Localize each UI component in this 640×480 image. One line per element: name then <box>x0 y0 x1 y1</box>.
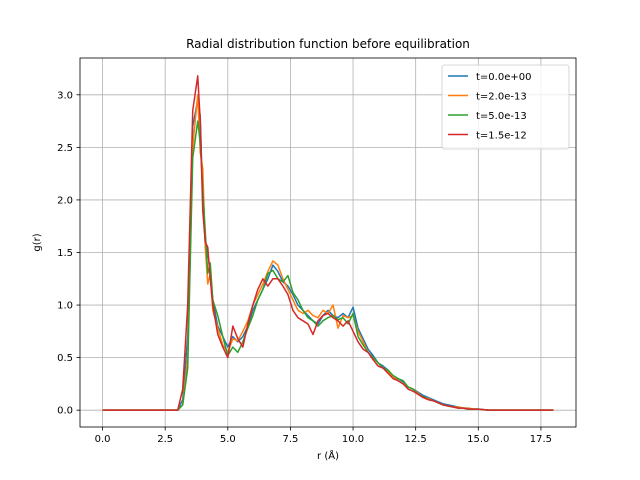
x-tick-label: 10.0 <box>342 434 364 445</box>
legend: t=0.0e+00 t=2.0e-13 t=5.0e-13 t=1.5e-12 <box>441 64 570 150</box>
y-tick-label: 1.5 <box>57 248 73 259</box>
chart-title: Radial distribution function before equi… <box>186 37 470 51</box>
x-axis-label: r (Å) <box>317 449 339 462</box>
y-tick-label: 2.0 <box>57 195 73 206</box>
series-layer <box>102 75 554 411</box>
plot-frame <box>79 57 577 428</box>
y-tick-label: 3.0 <box>57 90 73 101</box>
legend-entry: t=1.5e-12 <box>476 131 527 142</box>
y-tick-label: 1.0 <box>57 301 73 312</box>
y-tick-label: 0.0 <box>57 406 73 417</box>
legend-entry: t=0.0e+00 <box>476 72 531 83</box>
y-tick-label: 2.5 <box>57 143 73 154</box>
legend-box <box>441 64 570 150</box>
x-tick-label: 15.0 <box>467 434 489 445</box>
x-tick-label: 12.5 <box>405 434 427 445</box>
legend-entry: t=2.0e-13 <box>476 92 527 103</box>
x-tick-label: 7.5 <box>282 434 298 445</box>
y-axis-ticks: 0.0 0.5 1.0 1.5 2.0 2.5 3.0 <box>57 90 80 417</box>
y-tick-label: 0.5 <box>57 353 73 364</box>
x-tick-label: 0.0 <box>95 434 111 445</box>
legend-entry: t=5.0e-13 <box>476 111 527 122</box>
x-axis-ticks: 0.0 2.5 5.0 7.5 10.0 12.5 15.0 17.5 <box>95 427 552 445</box>
series-line-4 <box>102 75 554 411</box>
x-tick-label: 17.5 <box>530 434 552 445</box>
series-line-3 <box>102 120 554 411</box>
x-tick-label: 2.5 <box>157 434 173 445</box>
y-axis-label: g(r) <box>32 233 43 251</box>
x-tick-label: 5.0 <box>220 434 236 445</box>
